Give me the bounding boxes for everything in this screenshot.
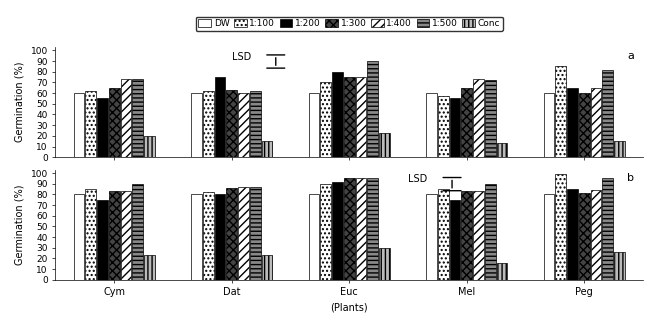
Bar xyxy=(461,191,472,280)
Bar xyxy=(332,72,343,157)
Text: LSD: LSD xyxy=(232,51,251,62)
Bar xyxy=(250,91,261,157)
Bar xyxy=(215,77,226,157)
Bar xyxy=(379,133,390,157)
Bar xyxy=(555,67,566,157)
Bar xyxy=(497,143,507,157)
Bar xyxy=(567,88,578,157)
Bar xyxy=(238,93,249,157)
Bar xyxy=(144,255,155,280)
Y-axis label: Germination (%): Germination (%) xyxy=(15,185,25,265)
Bar xyxy=(74,93,84,157)
Bar xyxy=(555,174,566,280)
Text: a: a xyxy=(627,51,634,61)
Bar xyxy=(97,200,108,280)
Y-axis label: Germination (%): Germination (%) xyxy=(15,62,25,142)
Bar xyxy=(109,88,120,157)
Bar xyxy=(344,178,355,280)
Bar xyxy=(144,136,155,157)
Bar xyxy=(355,178,367,280)
Bar xyxy=(579,93,590,157)
Bar xyxy=(485,184,495,280)
Bar xyxy=(544,93,555,157)
Bar xyxy=(120,79,132,157)
Bar xyxy=(449,98,461,157)
Bar xyxy=(132,79,143,157)
Text: LSD: LSD xyxy=(408,174,427,184)
Bar xyxy=(567,189,578,280)
Bar xyxy=(97,98,108,157)
Bar xyxy=(367,178,378,280)
Bar xyxy=(238,187,249,280)
Bar xyxy=(86,91,96,157)
Bar xyxy=(309,93,319,157)
Bar xyxy=(473,191,484,280)
Bar xyxy=(309,195,319,280)
Bar xyxy=(262,141,272,157)
Bar xyxy=(591,88,601,157)
Bar xyxy=(449,200,461,280)
Text: b: b xyxy=(627,173,634,183)
Bar xyxy=(226,188,237,280)
Legend: DW, 1:100, 1:200, 1:300, 1:400, 1:500, Conc: DW, 1:100, 1:200, 1:300, 1:400, 1:500, C… xyxy=(195,16,503,31)
Bar xyxy=(602,70,613,157)
Bar xyxy=(485,80,495,157)
Bar xyxy=(438,189,449,280)
Bar xyxy=(109,191,120,280)
Bar xyxy=(579,193,590,280)
Bar xyxy=(86,189,96,280)
Bar xyxy=(132,184,143,280)
Bar xyxy=(473,79,484,157)
Bar xyxy=(320,82,331,157)
Bar xyxy=(191,195,202,280)
Bar xyxy=(344,77,355,157)
Bar xyxy=(355,77,367,157)
Bar xyxy=(226,90,237,157)
Bar xyxy=(74,195,84,280)
X-axis label: (Plants): (Plants) xyxy=(330,303,368,313)
Bar xyxy=(497,263,507,280)
Bar xyxy=(332,182,343,280)
Bar xyxy=(250,187,261,280)
Bar xyxy=(215,195,226,280)
Bar xyxy=(426,195,437,280)
Bar xyxy=(203,91,214,157)
Bar xyxy=(591,190,601,280)
Bar xyxy=(120,191,132,280)
Bar xyxy=(461,88,472,157)
Bar xyxy=(426,93,437,157)
Bar xyxy=(544,195,555,280)
Bar xyxy=(262,255,272,280)
Bar xyxy=(367,61,378,157)
Bar xyxy=(191,93,202,157)
Bar xyxy=(614,252,625,280)
Bar xyxy=(614,141,625,157)
Bar xyxy=(203,192,214,280)
Bar xyxy=(320,184,331,280)
Bar xyxy=(379,248,390,280)
Bar xyxy=(602,178,613,280)
Bar xyxy=(438,96,449,157)
